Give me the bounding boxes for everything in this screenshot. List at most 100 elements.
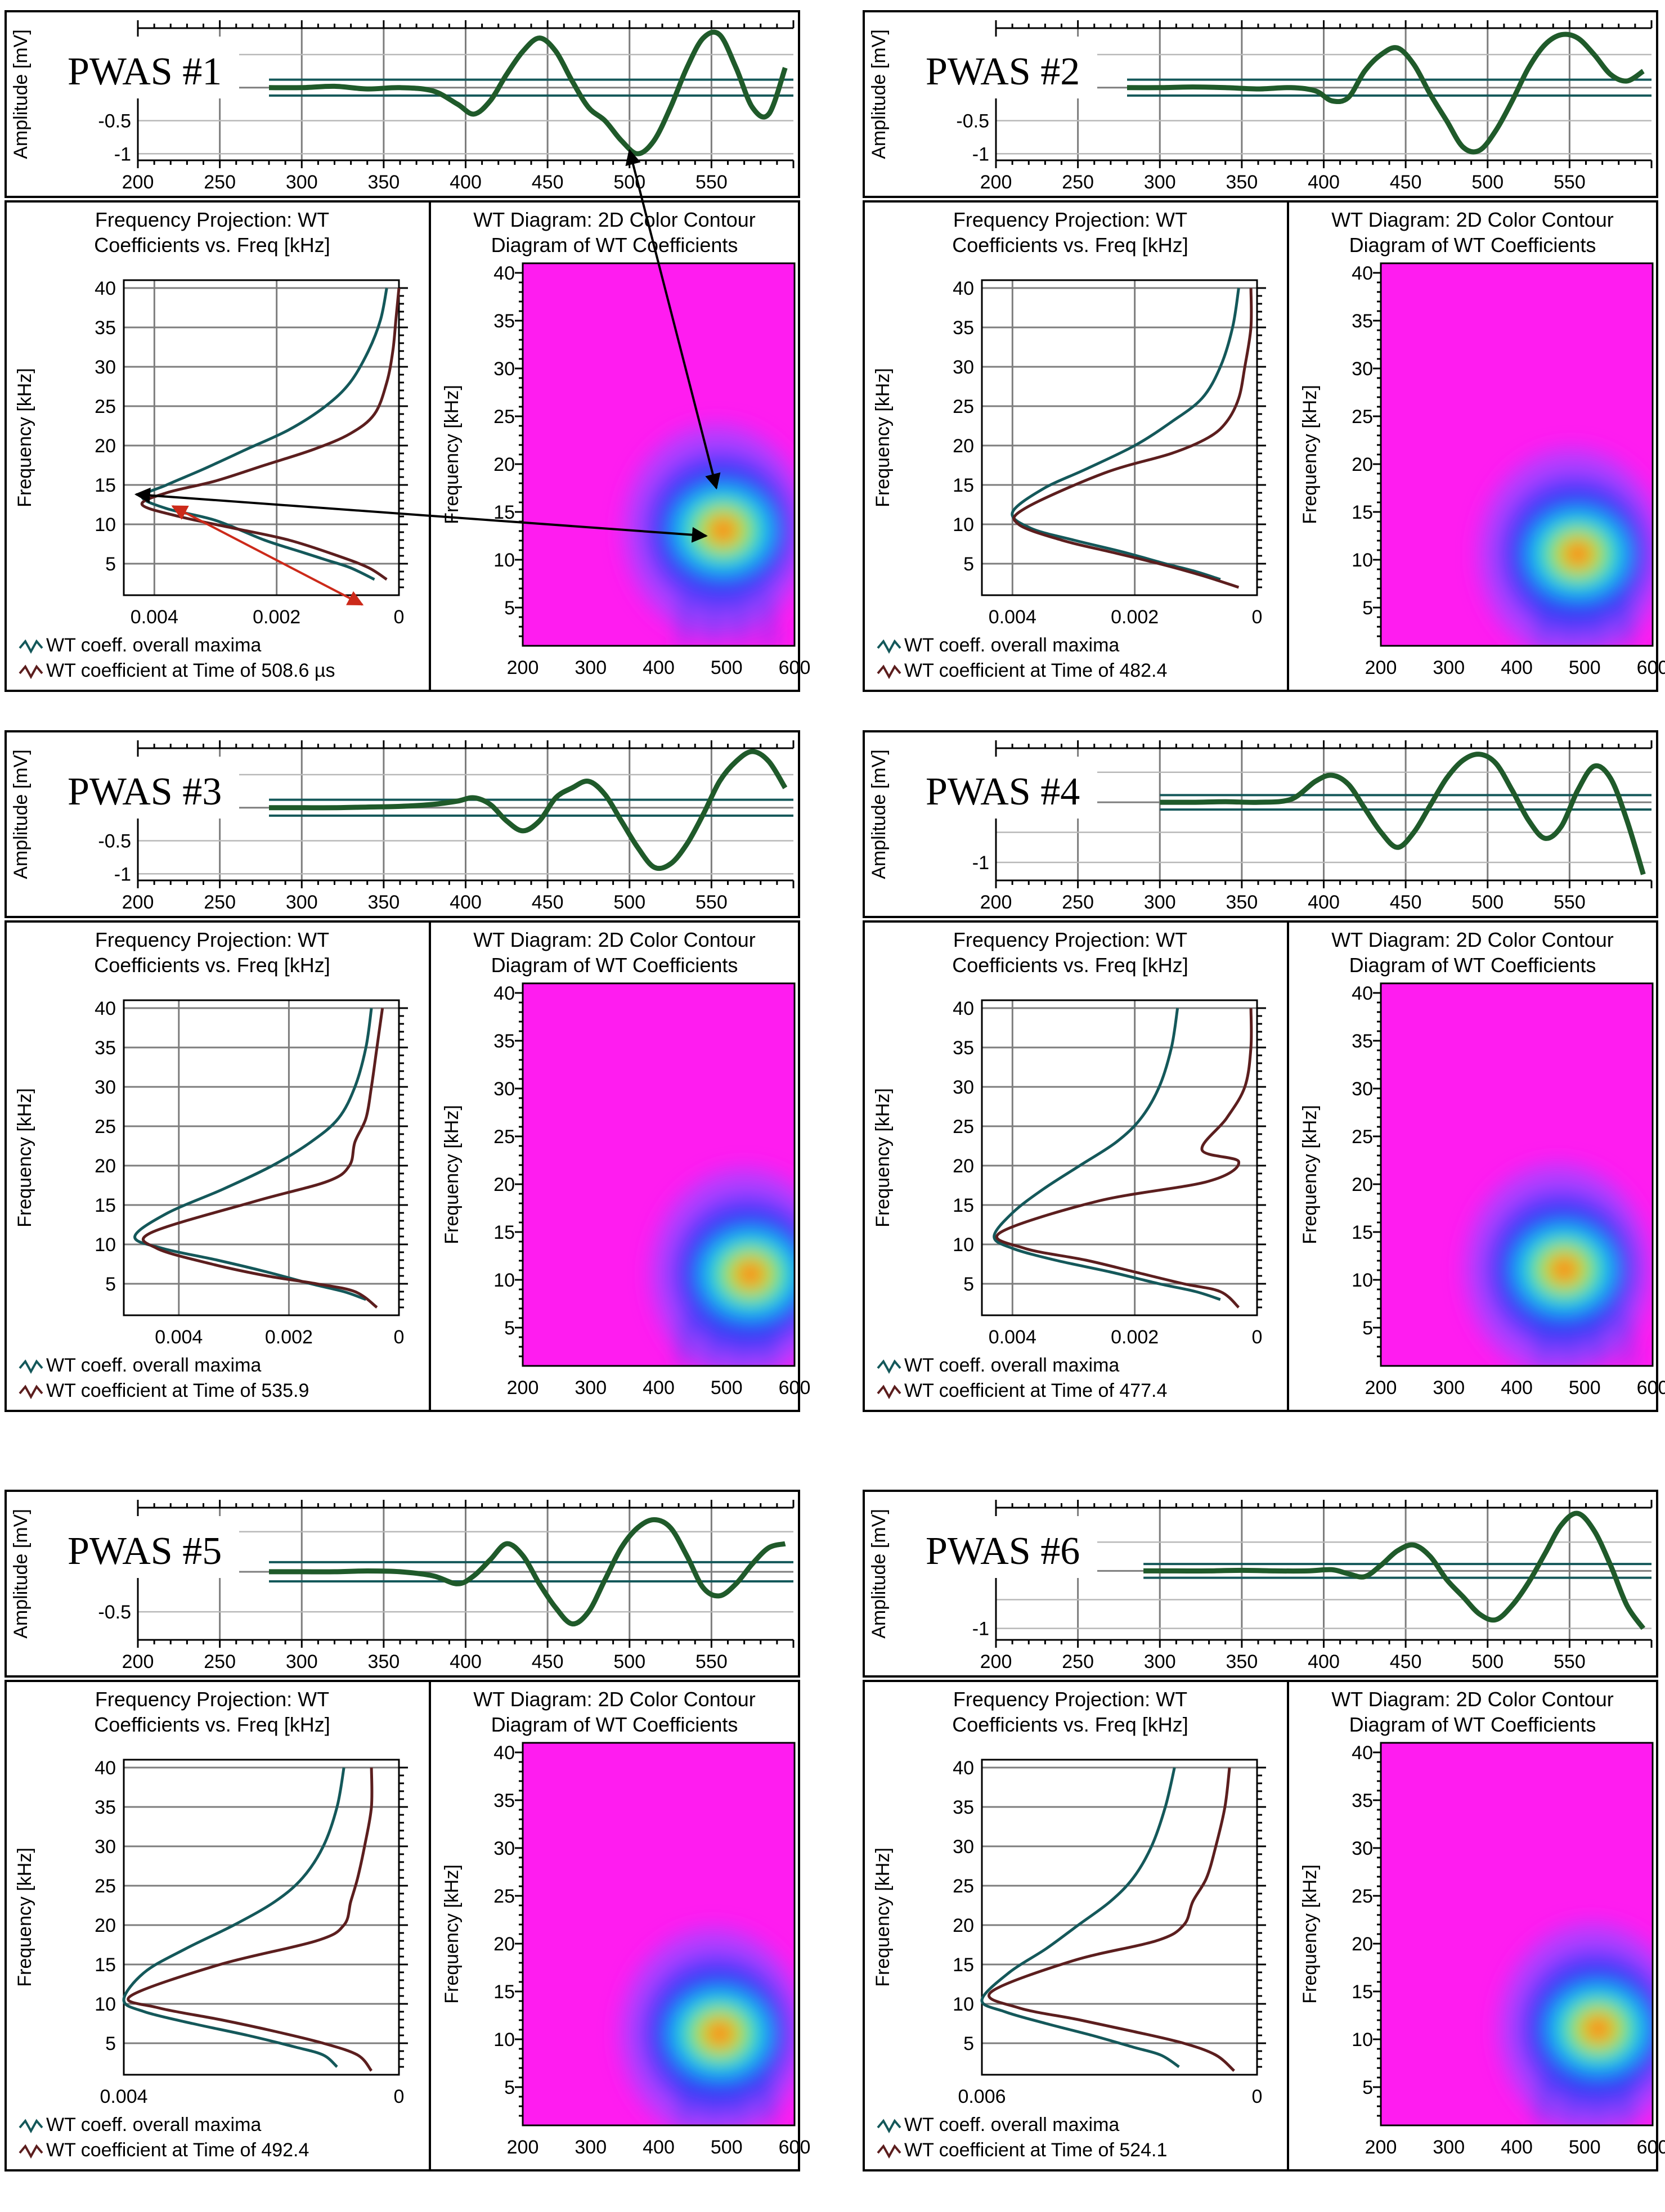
x-tick-label: 550 xyxy=(1554,892,1586,913)
contour-title-line1: WT Diagram: 2D Color Contour xyxy=(473,928,756,951)
legend-label-overall: WT coeff. overall maxima xyxy=(904,635,1119,656)
contour-title-line1: WT Diagram: 2D Color Contour xyxy=(1331,208,1614,231)
y-tick-label: 40 xyxy=(95,998,116,1019)
x-tick-label: 0.006 xyxy=(958,2086,1006,2107)
y-tick-label: 15 xyxy=(493,1981,515,2003)
contour-streak xyxy=(1619,1318,1631,1366)
x-tick-label: 400 xyxy=(1308,172,1340,193)
frequency-axis-label: Frequency [kHz] xyxy=(14,368,35,507)
y-tick-label: 5 xyxy=(1362,2077,1373,2098)
y-tick-label: 40 xyxy=(493,983,515,1004)
y-tick-label: 15 xyxy=(1352,502,1373,523)
x-tick-label: 500 xyxy=(1471,172,1504,193)
y-tick-label: 20 xyxy=(95,1156,116,1177)
y-tick-label: 30 xyxy=(95,1077,116,1098)
legend-label-overall: WT coeff. overall maxima xyxy=(46,1355,261,1376)
frequency-axis-label: Frequency [kHz] xyxy=(1299,385,1321,524)
contour-title-line2: Diagram of WT Coefficients xyxy=(491,233,738,257)
panel-label: PWAS #3 xyxy=(68,770,222,813)
x-tick-label: 200 xyxy=(980,1651,1012,1673)
x-tick-label: 350 xyxy=(368,892,400,913)
contour-title-line1: WT Diagram: 2D Color Contour xyxy=(473,208,756,231)
x-tick-label: 300 xyxy=(1144,1651,1176,1673)
legend: WT coeff. overall maxima WT coefficient a… xyxy=(877,635,1167,681)
y-tick-label: 25 xyxy=(95,1876,116,1897)
contour-level xyxy=(1553,1258,1576,1280)
x-tick-label: 300 xyxy=(575,2137,607,2158)
x-tick-label: 400 xyxy=(450,172,482,193)
panel-label: PWAS #5 xyxy=(68,1530,222,1573)
y-tick-label: 30 xyxy=(493,1078,515,1100)
contour-layers xyxy=(651,1168,795,1366)
contour-heatmap xyxy=(1381,263,1653,646)
contour-title-line2: Diagram of WT Coefficients xyxy=(491,954,738,977)
overall-maxima-line xyxy=(1011,287,1240,581)
projection-title-line2: Coefficients vs. Freq [kHz] xyxy=(952,954,1188,977)
signal-series-line xyxy=(268,29,788,156)
frequency-axis-label: Frequency [kHz] xyxy=(872,1088,894,1228)
y-tick-label: 15 xyxy=(1352,1981,1373,2003)
legend-label-overall: WT coeff. overall maxima xyxy=(904,1355,1119,1376)
contour-title-line1: WT Diagram: 2D Color Contour xyxy=(473,1688,756,1711)
annotation-arrows xyxy=(134,149,721,606)
legend-swatch-overall xyxy=(877,1359,901,1374)
contour-title-line1: WT Diagram: 2D Color Contour xyxy=(1331,1688,1614,1711)
frequency-axis-label: Frequency [kHz] xyxy=(1299,1864,1321,2004)
y-tick-label: 25 xyxy=(95,396,116,417)
contour-heatmap xyxy=(523,263,795,646)
projection-title-line2: Coefficients vs. Freq [kHz] xyxy=(952,233,1188,257)
y-tick-label: 20 xyxy=(953,435,974,457)
legend-swatch-overall xyxy=(19,2119,43,2134)
x-tick-label: 600 xyxy=(779,2137,811,2158)
x-tick-label: 200 xyxy=(1365,1377,1397,1399)
x-tick-label: 0 xyxy=(1252,606,1263,628)
legend-label-time: WT coefficient at Time of 492.4 xyxy=(46,2139,309,2161)
y-tick-label: 5 xyxy=(963,1274,974,1295)
legend-label-overall: WT coeff. overall maxima xyxy=(46,635,261,656)
projection-title-line2: Coefficients vs. Freq [kHz] xyxy=(94,233,330,257)
x-tick-label: 350 xyxy=(368,1651,400,1673)
y-tick-label: 40 xyxy=(493,1742,515,1764)
x-tick-label: 550 xyxy=(695,892,728,913)
x-tick-label: 200 xyxy=(507,657,539,678)
legend-swatch-time xyxy=(19,2144,43,2159)
y-tick-label: -0.5 xyxy=(98,831,131,852)
x-tick-label: 250 xyxy=(1062,172,1094,193)
contour-level xyxy=(708,2023,731,2044)
contour-streak xyxy=(1538,2078,1550,2125)
x-tick-label: 300 xyxy=(1144,892,1176,913)
y-tick-label: 15 xyxy=(1352,1222,1373,1243)
x-tick-label: 200 xyxy=(507,1377,539,1399)
y-tick-label: 20 xyxy=(493,1174,515,1195)
y-tick-label: 35 xyxy=(493,311,515,332)
arrow-red-legend xyxy=(171,505,364,606)
contour-title-line2: Diagram of WT Coefficients xyxy=(1349,954,1596,977)
panel-label-bg xyxy=(53,37,239,98)
x-tick-label: 600 xyxy=(779,657,811,678)
contour-title-line2: Diagram of WT Coefficients xyxy=(491,1713,738,1736)
x-tick-label: 200 xyxy=(980,892,1012,913)
y-tick-label: 15 xyxy=(95,1954,116,1976)
y-tick-label: 10 xyxy=(95,514,116,536)
x-tick-label: 300 xyxy=(286,892,318,913)
x-tick-label: 550 xyxy=(695,172,728,193)
y-tick-label: 35 xyxy=(1352,1031,1373,1052)
contour-streak xyxy=(1592,2078,1604,2125)
signal-series-line xyxy=(1127,32,1645,155)
x-tick-label: 550 xyxy=(1554,1651,1586,1673)
contour-heatmap xyxy=(1381,983,1653,1366)
frequency-axis-label: Frequency [kHz] xyxy=(441,1105,463,1244)
contour-streak xyxy=(707,598,719,646)
x-tick-label: 200 xyxy=(980,172,1012,193)
y-tick-label: 40 xyxy=(953,998,974,1019)
contour-streak xyxy=(734,598,746,646)
signal-series-line xyxy=(1160,752,1646,875)
y-tick-label: -1 xyxy=(972,1618,989,1640)
y-tick-label: 5 xyxy=(963,554,974,575)
x-tick-label: 300 xyxy=(286,172,318,193)
y-tick-label: 15 xyxy=(953,1954,974,1976)
y-tick-label: 30 xyxy=(493,1838,515,1859)
legend-swatch-time xyxy=(877,1384,901,1400)
y-tick-label: 30 xyxy=(953,1077,974,1098)
